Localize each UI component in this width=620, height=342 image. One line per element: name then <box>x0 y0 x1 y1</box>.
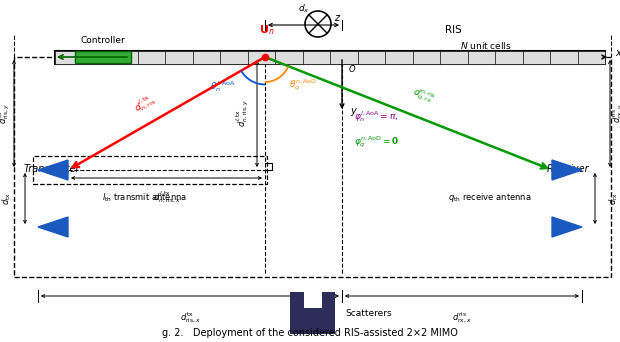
Text: $y$: $y$ <box>350 106 358 118</box>
Text: $d^{l,\mathrm{tx}}_{n,\mathrm{ris},y}$: $d^{l,\mathrm{tx}}_{n,\mathrm{ris},y}$ <box>235 100 251 127</box>
Bar <box>290 292 335 334</box>
Text: $x$: $x$ <box>615 48 620 58</box>
Bar <box>192 51 220 64</box>
Bar <box>440 51 467 64</box>
Text: RIS: RIS <box>445 25 462 35</box>
Text: Transmitter: Transmitter <box>24 163 80 173</box>
Text: $d^{\mathrm{tx}}_{\mathrm{ris},y}$: $d^{\mathrm{tx}}_{\mathrm{ris},y}$ <box>0 103 12 124</box>
Bar <box>358 51 385 64</box>
Text: Scatterers: Scatterers <box>345 308 392 317</box>
Polygon shape <box>552 217 582 237</box>
Text: $\mathbf{U}_n$: $\mathbf{U}_n$ <box>259 23 275 37</box>
Bar <box>247 51 275 64</box>
Text: $l_{\mathrm{th}}$ transmit antenna: $l_{\mathrm{th}}$ transmit antenna <box>102 192 187 204</box>
Bar <box>304 292 322 308</box>
Text: $\varphi_n^{l,\mathrm{AoA}} = \pi,$: $\varphi_n^{l,\mathrm{AoA}} = \pi,$ <box>354 109 399 124</box>
Text: $q_{\mathrm{th}}$ receive antenna: $q_{\mathrm{th}}$ receive antenna <box>448 192 532 205</box>
Text: g. 2.   Deployment of the considered RIS-assisted 2×2 MIMO: g. 2. Deployment of the considered RIS-a… <box>162 328 458 338</box>
Text: $\theta_n^{l,\mathrm{AoA}}$: $\theta_n^{l,\mathrm{AoA}}$ <box>210 80 236 94</box>
Bar <box>412 51 440 64</box>
Bar <box>523 51 550 64</box>
Text: Controller: Controller <box>80 36 125 45</box>
Text: $O$: $O$ <box>348 63 356 74</box>
Polygon shape <box>38 217 68 237</box>
Text: $\varphi_q^{n,\mathrm{AoD}} = \mathbf{0}$: $\varphi_q^{n,\mathrm{AoD}} = \mathbf{0}… <box>354 134 400 150</box>
Bar <box>467 51 495 64</box>
Bar <box>33 156 267 184</box>
Text: $d^{\mathrm{ris}}_{\mathrm{rx},x}$: $d^{\mathrm{ris}}_{\mathrm{rx},x}$ <box>452 310 472 325</box>
Bar <box>14 57 611 277</box>
Text: $d^{\mathrm{ris}}_{\mathrm{rx},y}$: $d^{\mathrm{ris}}_{\mathrm{rx},y}$ <box>610 104 620 123</box>
Bar <box>275 51 303 64</box>
Bar <box>385 51 412 64</box>
Polygon shape <box>38 160 68 180</box>
Text: $d_{\mathrm{rx}}$: $d_{\mathrm{rx}}$ <box>608 192 620 205</box>
Text: $N$ unit cells: $N$ unit cells <box>460 40 512 51</box>
Text: $d_x$: $d_x$ <box>298 2 309 15</box>
Text: $d^{\mathrm{tx}}_{\mathrm{ris},x}$: $d^{\mathrm{tx}}_{\mathrm{ris},x}$ <box>180 310 200 325</box>
Bar <box>165 51 192 64</box>
Text: Receiver: Receiver <box>547 163 590 173</box>
Text: $d^{n,\mathrm{ris}}_{q,\mathrm{rx}}$: $d^{n,\mathrm{ris}}_{q,\mathrm{rx}}$ <box>410 84 437 107</box>
Bar <box>55 51 605 64</box>
Bar <box>82 51 110 64</box>
Text: $d^{l,\mathrm{tx}}_{n,\mathrm{ris},x}$: $d^{l,\mathrm{tx}}_{n,\mathrm{ris},x}$ <box>153 190 180 205</box>
Bar <box>303 51 330 64</box>
Text: $d_{\mathrm{tx}}$: $d_{\mathrm{tx}}$ <box>1 192 13 205</box>
FancyBboxPatch shape <box>74 51 130 63</box>
Bar <box>550 51 577 64</box>
Text: $d^{l,\mathrm{tx}}_{n,\mathrm{ris}}$: $d^{l,\mathrm{tx}}_{n,\mathrm{ris}}$ <box>131 91 158 116</box>
Bar <box>138 51 165 64</box>
Bar <box>110 51 138 64</box>
Text: $z$: $z$ <box>334 13 342 23</box>
Bar <box>577 51 605 64</box>
Text: $\theta_q^{n,\mathrm{AoD}}$: $\theta_q^{n,\mathrm{AoD}}$ <box>289 77 317 93</box>
Bar <box>495 51 523 64</box>
Bar <box>220 51 247 64</box>
Bar <box>55 51 82 64</box>
Polygon shape <box>552 160 582 180</box>
Bar <box>330 51 358 64</box>
